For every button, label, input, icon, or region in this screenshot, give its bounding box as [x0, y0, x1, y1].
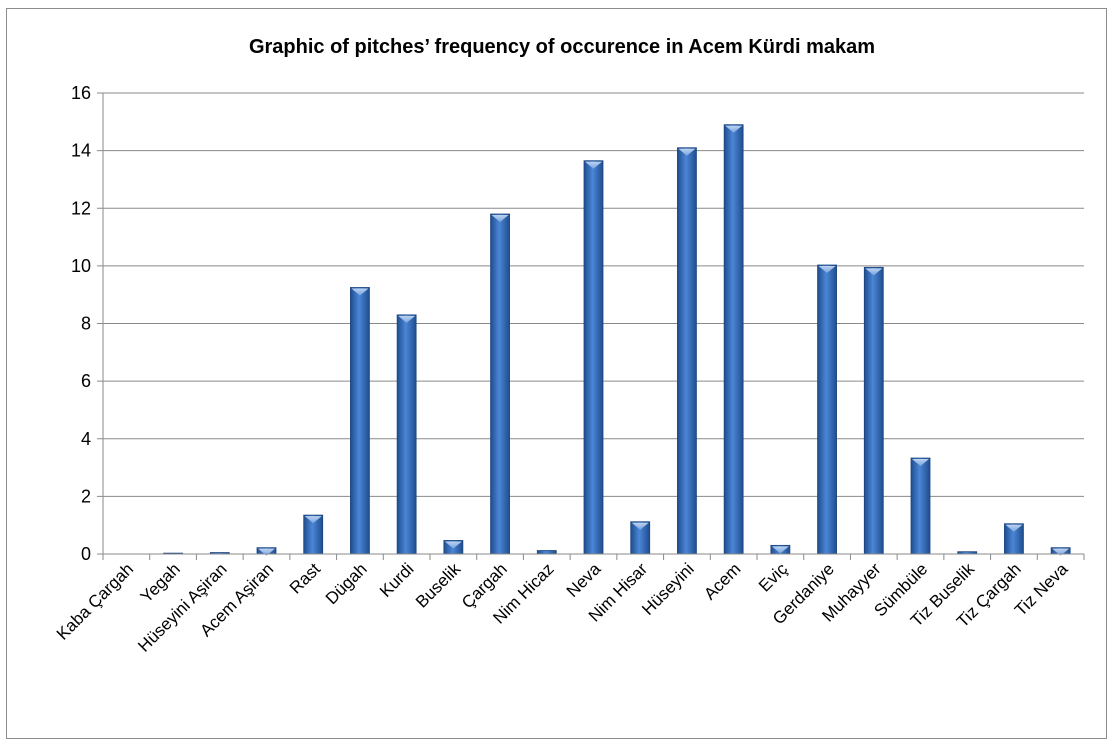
bar-highlight [1005, 524, 1023, 532]
bar-highlight [444, 541, 462, 549]
bar-9 [536, 550, 557, 555]
x-tick-label: Tiz Neva [1011, 559, 1072, 620]
y-tick-label: 10 [71, 256, 91, 276]
bar-16 [863, 266, 884, 555]
y-axis-ticks: 0 2 4 6 8 10 12 14 16 [71, 83, 103, 564]
bar-body [863, 266, 884, 555]
chart-frame: Graphic of pitches’ frequency of occuren… [6, 8, 1107, 739]
bar-body [817, 264, 837, 555]
bar-highlight [631, 522, 649, 530]
bar-body [536, 550, 557, 555]
bar-5 [350, 287, 370, 555]
bar-19 [1004, 523, 1024, 555]
bar-highlight [912, 459, 929, 467]
x-tick-label: Buselik [412, 559, 465, 612]
bar-highlight [865, 268, 883, 276]
x-tick-label: Kaba Çargah [53, 559, 137, 643]
bars [163, 124, 1071, 556]
bar-body [910, 457, 931, 555]
x-tick-label: Kurdi [376, 559, 417, 600]
bar-6 [396, 314, 417, 555]
bar-highlight [351, 288, 369, 296]
bar-8 [490, 213, 510, 555]
bar-highlight [491, 215, 509, 223]
x-tick-label: Dügah [322, 559, 371, 608]
x-tick-label: Rast [286, 559, 324, 597]
bar-highlight [678, 148, 696, 156]
bar-chart: Graphic of pitches’ frequency of occuren… [53, 36, 1085, 656]
bar-highlight [258, 548, 275, 556]
bar-body [350, 287, 370, 555]
x-tick-label: Hüseyini [638, 559, 698, 619]
x-tick-label: Acem [700, 559, 744, 603]
bar-highlight [818, 266, 836, 274]
bar-highlight [771, 546, 789, 554]
bar-4 [303, 514, 324, 555]
x-tick-label: Neva [563, 559, 605, 601]
bar-14 [770, 544, 791, 555]
bar-13 [723, 124, 744, 555]
bar-body [677, 147, 697, 555]
bar-body [490, 213, 510, 555]
y-tick-label: 2 [81, 486, 91, 506]
bar-highlight [585, 161, 602, 169]
bar-body [396, 314, 417, 555]
bar-highlight [398, 315, 416, 323]
bar-15 [817, 264, 837, 555]
bar-highlight [1052, 548, 1070, 556]
bar-highlight [725, 125, 743, 133]
bar-7 [443, 540, 464, 555]
y-tick-label: 16 [71, 83, 91, 103]
bar-body [723, 124, 744, 555]
y-tick-label: 4 [81, 429, 91, 449]
bar-highlight [304, 516, 322, 524]
bar-11 [630, 521, 651, 555]
x-tick-label: Eviç [755, 559, 791, 595]
bar-17 [910, 457, 931, 555]
bar-10 [583, 160, 604, 555]
y-tick-label: 14 [71, 141, 91, 161]
y-tick-label: 0 [81, 544, 91, 564]
y-tick-label: 6 [81, 371, 91, 391]
chart-title: Graphic of pitches’ frequency of occuren… [249, 36, 875, 58]
axes [102, 93, 1084, 555]
bar-12 [677, 147, 697, 555]
bar-body [583, 160, 604, 555]
y-tick-label: 12 [71, 198, 91, 218]
y-tick-label: 8 [81, 314, 91, 334]
